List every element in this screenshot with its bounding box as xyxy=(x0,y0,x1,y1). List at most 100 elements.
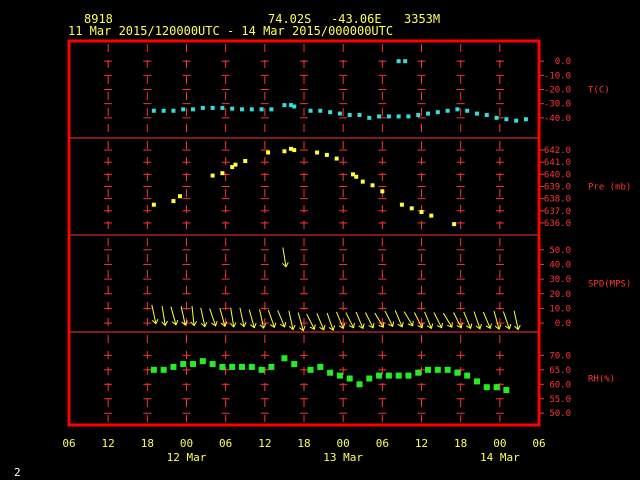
temperature-point xyxy=(426,111,431,116)
wind-arrow-head xyxy=(239,321,247,328)
rh-point xyxy=(503,387,510,394)
wind-arrow xyxy=(433,312,444,329)
pressure-point xyxy=(350,172,355,177)
pressure-point xyxy=(334,156,339,161)
wind-arrow xyxy=(170,306,179,326)
wind-arrow-shaft xyxy=(306,313,315,330)
wind-arrow-head xyxy=(211,320,218,327)
wind-arrow-head xyxy=(485,323,492,330)
wind-arrow xyxy=(374,312,385,328)
x-tick-label: 18 xyxy=(454,437,467,450)
temperature-point xyxy=(514,118,519,123)
y-tick-label: 10.0 xyxy=(549,304,571,314)
rh-point xyxy=(317,363,324,370)
wind-arrow-shaft xyxy=(180,306,186,326)
temperature-point xyxy=(249,107,254,112)
wind-arrow-head xyxy=(269,322,277,329)
x-tick-label: 06 xyxy=(219,437,232,450)
temperature-point xyxy=(347,113,352,117)
wind-arrow-shaft xyxy=(200,307,206,327)
wind-arrow-shaft xyxy=(463,311,472,329)
temperature-point xyxy=(504,117,509,122)
rh-point xyxy=(473,378,480,385)
wind-arrow-shaft xyxy=(230,307,235,327)
wind-arrow-head xyxy=(417,322,424,329)
pressure-point xyxy=(151,202,156,207)
wind-arrow-head xyxy=(494,324,502,331)
wind-arrow-shaft xyxy=(345,312,354,329)
pressure-point xyxy=(452,222,457,227)
y-tick-label: 0.0 xyxy=(555,319,571,329)
rh-point xyxy=(415,369,422,376)
wind-arrow-head xyxy=(407,320,414,327)
temperature-point xyxy=(230,106,235,111)
wind-arrow xyxy=(463,311,473,330)
wind-arrow xyxy=(413,312,424,329)
y-tick-label: -40.0 xyxy=(544,114,571,124)
wind-arrow xyxy=(326,312,336,332)
temperature-point xyxy=(239,107,244,112)
wind-arrow xyxy=(180,306,188,326)
wind-arrow xyxy=(239,307,247,328)
pressure-panel-label: Pre (mb) xyxy=(588,183,631,193)
wind-arrow xyxy=(282,247,289,268)
x-tick-label: 00 xyxy=(337,437,350,450)
plot-frame xyxy=(67,39,541,427)
rh-point xyxy=(434,366,441,373)
wind-arrow xyxy=(384,310,395,328)
wind-arrow xyxy=(336,311,346,330)
temperature-point xyxy=(396,114,401,119)
wind-arrow-head xyxy=(378,322,385,328)
temperature-point xyxy=(200,105,205,110)
pressure-point xyxy=(399,202,404,207)
wind-arrow-shaft xyxy=(424,311,432,329)
wind-arrow-head xyxy=(456,322,463,329)
pressure-point xyxy=(429,213,434,218)
wind-arrow-head xyxy=(288,324,296,331)
y-tick-label: 639.0 xyxy=(544,183,571,193)
wind-arrow-shaft xyxy=(297,312,304,331)
x-tick-label: 18 xyxy=(141,437,154,450)
pressure-point xyxy=(360,179,365,184)
wind-arrow-head xyxy=(190,321,198,327)
x-tick-label: 06 xyxy=(62,437,75,450)
x-tick-label: 12 xyxy=(102,437,115,450)
wind-arrow-shaft xyxy=(336,311,344,329)
rh-point xyxy=(248,363,255,370)
y-tick-label: 0.0 xyxy=(555,57,571,67)
wind-arrow-shaft xyxy=(191,305,195,326)
wind-arrow-shaft xyxy=(326,312,334,331)
rh-point xyxy=(268,363,275,370)
wind-arrow-shaft xyxy=(239,307,245,327)
wind-arrow-head xyxy=(388,321,395,328)
temperature-point xyxy=(416,113,421,117)
temperature-point xyxy=(396,59,401,64)
wind-arrow-head xyxy=(220,321,228,328)
y-tick-label: 30.0 xyxy=(549,275,571,285)
temperature-point xyxy=(288,103,293,108)
y-tick-label: 637.0 xyxy=(544,207,571,217)
wind-arrow-head xyxy=(436,322,444,329)
wind-arrow-head xyxy=(328,325,336,332)
wind-arrow-shaft xyxy=(288,310,294,330)
wind-arrow-head xyxy=(161,320,168,327)
wind-arrow-head xyxy=(338,323,346,330)
date-label: 14 Mar xyxy=(480,451,520,464)
wind-arrow xyxy=(267,309,277,329)
wind-arrow xyxy=(306,313,316,331)
data-layer xyxy=(150,59,528,394)
wind-arrow-shaft xyxy=(394,310,403,328)
y-tick-label: 70.0 xyxy=(549,351,571,361)
rh-point xyxy=(483,384,490,391)
wind-arrow-head xyxy=(426,323,434,330)
wind-arrow-head xyxy=(259,323,267,329)
wind-arrow-head xyxy=(250,322,257,329)
rh-point xyxy=(307,366,314,373)
y-tick-label: 640.0 xyxy=(544,170,571,180)
y-tick-label: 50.0 xyxy=(549,246,571,256)
pressure-point xyxy=(288,146,293,151)
wind-arrow-head xyxy=(229,322,237,328)
wind-arrow xyxy=(394,310,404,328)
pressure-point xyxy=(315,150,320,155)
x-tick-label: 00 xyxy=(180,437,193,450)
